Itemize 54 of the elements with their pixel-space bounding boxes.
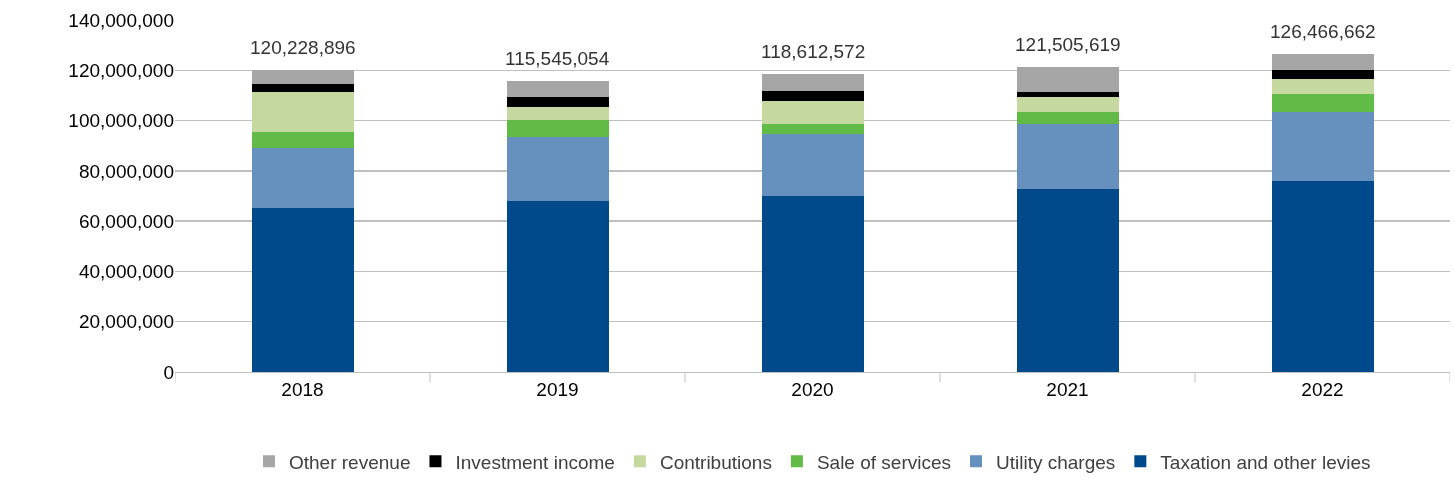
- bar: [1016, 96, 1119, 112]
- x-tick-label: 2022: [1301, 378, 1344, 400]
- bar: [506, 137, 609, 202]
- y-tick-label: 120,000,000: [68, 59, 174, 81]
- bar: [506, 96, 609, 107]
- bar: [251, 83, 354, 93]
- bar: [1271, 181, 1374, 372]
- legend-label: Investment income: [455, 451, 615, 473]
- bar: [251, 92, 354, 132]
- bar: [506, 201, 609, 372]
- bar: [1271, 93, 1374, 112]
- bar: [761, 90, 864, 101]
- bar: [1016, 111, 1119, 125]
- legend-label: Contributions: [659, 451, 772, 473]
- legend-label: Sale of services: [816, 451, 952, 473]
- y-tick-label: 60,000,000: [78, 210, 174, 232]
- bar: [761, 195, 864, 372]
- x-tick-label: 2018: [281, 378, 324, 400]
- bar: [1271, 79, 1374, 94]
- legend-label: Taxation and other levies: [1160, 451, 1371, 473]
- bar: [1271, 54, 1374, 70]
- bar: [1016, 188, 1119, 372]
- x-tick-label: 2021: [1046, 378, 1089, 400]
- y-tick-label: 0: [163, 361, 174, 383]
- legend-label: Utility charges: [996, 451, 1116, 473]
- y-tick-label: 80,000,000: [78, 160, 174, 182]
- bar: [1271, 111, 1374, 182]
- y-tick-label: 40,000,000: [78, 261, 174, 283]
- bar: [251, 207, 354, 372]
- bar: [761, 73, 864, 91]
- total-label: 118,612,572: [761, 41, 866, 62]
- bar: [1271, 69, 1374, 80]
- bar: [1016, 124, 1119, 189]
- bar: [761, 100, 864, 125]
- bar: [1016, 66, 1119, 92]
- x-tick-label: 2019: [536, 378, 579, 400]
- y-tick-label: 140,000,000: [68, 9, 174, 31]
- bar: [761, 124, 864, 134]
- bar: [506, 81, 609, 97]
- y-tick-label: 100,000,000: [68, 110, 174, 132]
- bar: [1016, 91, 1119, 97]
- total-label: 126,466,662: [1270, 21, 1376, 42]
- bar: [251, 148, 354, 208]
- bar: [761, 133, 864, 196]
- bar: [251, 69, 354, 84]
- total-label: 115,545,054: [505, 48, 610, 69]
- y-tick-label: 20,000,000: [78, 311, 174, 333]
- bar: [506, 120, 609, 138]
- total-label: 120,228,896: [250, 37, 356, 58]
- total-label: 121,505,619: [1015, 34, 1121, 55]
- bar: [251, 131, 354, 149]
- x-tick-label: 2020: [791, 378, 834, 400]
- legend-label: Other revenue: [289, 451, 411, 473]
- bar: [506, 106, 609, 121]
